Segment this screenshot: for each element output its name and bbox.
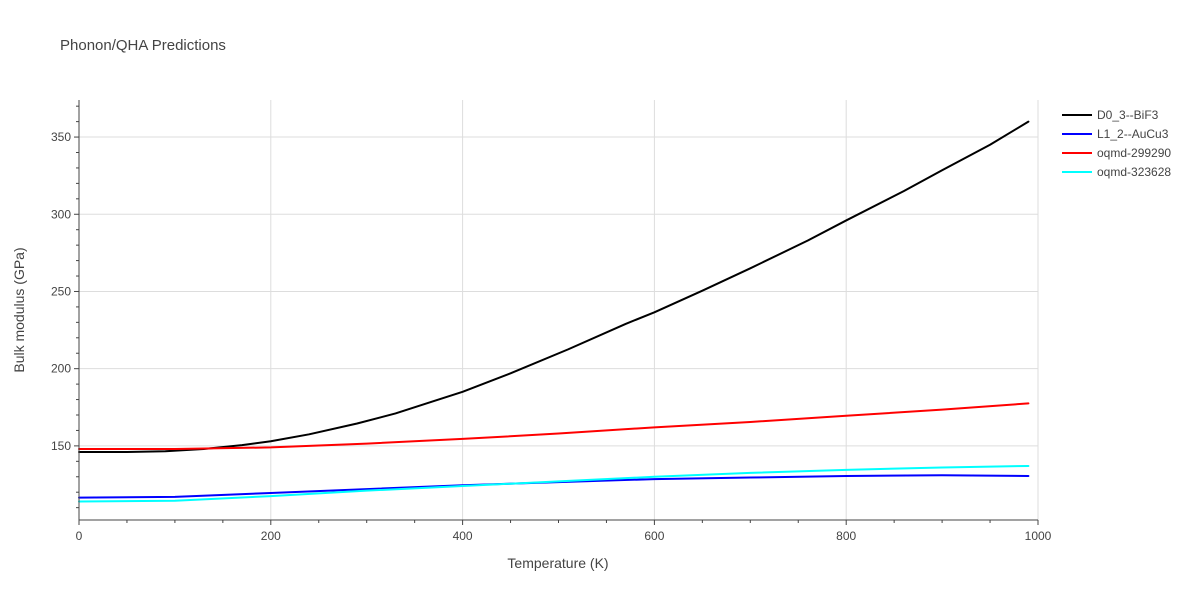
y-tick-label: 150 [51,439,71,453]
legend-label: oqmd-323628 [1097,165,1171,179]
legend-label: oqmd-299290 [1097,146,1171,160]
legend-item[interactable]: oqmd-323628 [1062,165,1171,179]
x-tick-label: 200 [261,529,281,543]
series-line-0 [78,120,1030,454]
x-tick-label: 600 [644,529,664,543]
series-line-2 [78,402,1030,450]
x-tick-label: 1000 [1025,529,1052,543]
x-tick-label: 800 [836,529,856,543]
y-tick-label: 250 [51,284,71,298]
legend-item[interactable]: D0_3--BiF3 [1062,108,1159,122]
legend-label: D0_3--BiF3 [1097,108,1159,122]
chart-title: Phonon/QHA Predictions [60,37,226,54]
x-axis-title: Temperature (K) [507,555,608,571]
x-tick-label: 400 [453,529,473,543]
y-tick-label: 300 [51,207,71,221]
legend-label: L1_2--AuCu3 [1097,127,1169,141]
legend-item[interactable]: L1_2--AuCu3 [1062,127,1169,141]
series-layer [78,120,1030,503]
legend[interactable]: D0_3--BiF3 L1_2--AuCu3 oqmd-299290 oqmd-323… [1062,108,1171,179]
legend-item[interactable]: oqmd-299290 [1062,146,1171,160]
x-tick-label: 0 [76,529,83,543]
series-line-3 [78,464,1030,503]
y-tick-label: 350 [51,130,71,144]
y-ticks: 150 200 250 300 350 [51,105,79,509]
y-axis-title: Bulk modulus (GPa) [11,247,27,372]
y-tick-label: 200 [51,362,71,376]
x-ticks: 0 200 400 600 800 1000 [76,520,1052,543]
